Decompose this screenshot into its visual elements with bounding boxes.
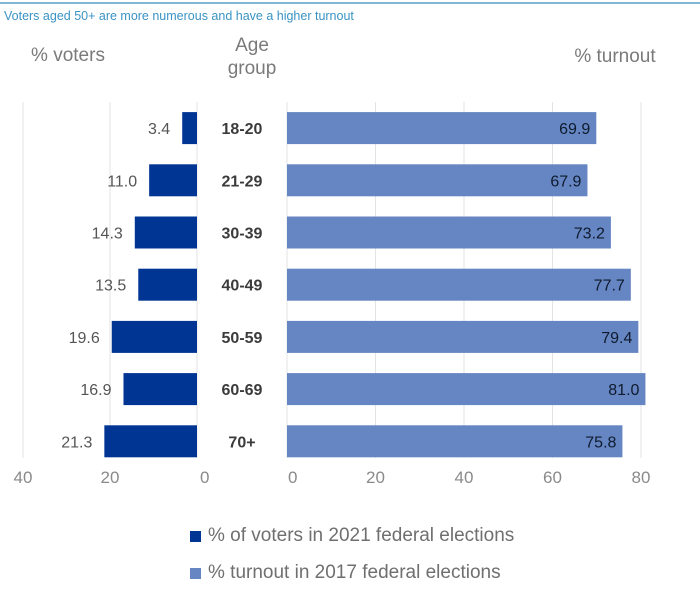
- turnout-data-label: 77.7: [594, 278, 625, 295]
- category-header-line1: Age: [235, 35, 269, 56]
- left-axis-tick-label: 20: [101, 468, 120, 487]
- voters-bar: [149, 164, 197, 197]
- legend-label-voters: % of voters in 2021 federal elections: [208, 525, 515, 546]
- age-group-label: 21-29: [222, 173, 263, 190]
- voters-data-label: 21.3: [61, 434, 92, 451]
- turnout-data-label: 81.0: [608, 382, 639, 399]
- voters-bar: [182, 112, 197, 145]
- age-group-label: 30-39: [222, 226, 263, 243]
- left-axis-tick-label: 40: [14, 468, 33, 487]
- top-border: [0, 2, 700, 4]
- left-panel-header: % voters: [31, 45, 105, 66]
- turnout-data-label: 79.4: [601, 330, 632, 347]
- legend-item-voters: % of voters in 2021 federal elections: [190, 524, 514, 548]
- voters-data-label: 11.0: [107, 173, 137, 190]
- right-axis-tick-label: 80: [632, 468, 651, 487]
- category-header: Age group: [200, 34, 304, 80]
- age-group-label: 60-69: [222, 382, 263, 399]
- turnout-bar: [287, 112, 597, 145]
- turnout-bar: [287, 373, 646, 406]
- right-panel-header: % turnout: [574, 46, 656, 67]
- voters-data-label: 14.3: [92, 226, 123, 243]
- legend-label-turnout: % turnout in 2017 federal elections: [208, 562, 501, 583]
- turnout-data-label: 69.9: [559, 121, 590, 138]
- right-axis-tick-label: 20: [366, 468, 385, 487]
- right-axis-tick-label: 0: [288, 468, 297, 487]
- legend: % of voters in 2021 federal elections % …: [190, 524, 514, 598]
- turnout-data-label: 73.2: [574, 226, 605, 243]
- voters-bar: [104, 425, 197, 458]
- age-group-label: 18-20: [222, 121, 263, 138]
- turnout-bar: [287, 268, 631, 301]
- age-group-label: 70+: [228, 434, 255, 451]
- turnout-data-label: 75.8: [585, 434, 616, 451]
- turnout-bar: [287, 320, 639, 353]
- voters-bar: [134, 216, 197, 249]
- age-group-label: 40-49: [222, 278, 263, 295]
- age-group-label: 50-59: [222, 330, 263, 347]
- turnout-bar: [287, 425, 623, 458]
- chart-title: Voters aged 50+ are more numerous and ha…: [4, 9, 354, 23]
- right-axis-tick-label: 60: [543, 468, 562, 487]
- legend-item-turnout: % turnout in 2017 federal elections: [190, 561, 514, 585]
- voters-bar: [138, 268, 197, 301]
- voters-data-label: 19.6: [69, 330, 100, 347]
- left-axis-tick-label: 0: [200, 468, 209, 487]
- legend-swatch-turnout: [190, 567, 201, 579]
- voters-bar: [111, 320, 197, 353]
- legend-swatch-voters: [190, 530, 201, 542]
- turnout-bar: [287, 164, 588, 197]
- voters-data-label: 3.4: [148, 121, 170, 138]
- voters-data-label: 16.9: [80, 382, 111, 399]
- voters-bar: [123, 373, 197, 406]
- turnout-data-label: 67.9: [550, 173, 581, 190]
- category-header-line2: group: [227, 58, 277, 79]
- voters-data-label: 13.5: [95, 278, 126, 295]
- turnout-bar: [287, 216, 611, 249]
- right-axis-tick-label: 40: [455, 468, 474, 487]
